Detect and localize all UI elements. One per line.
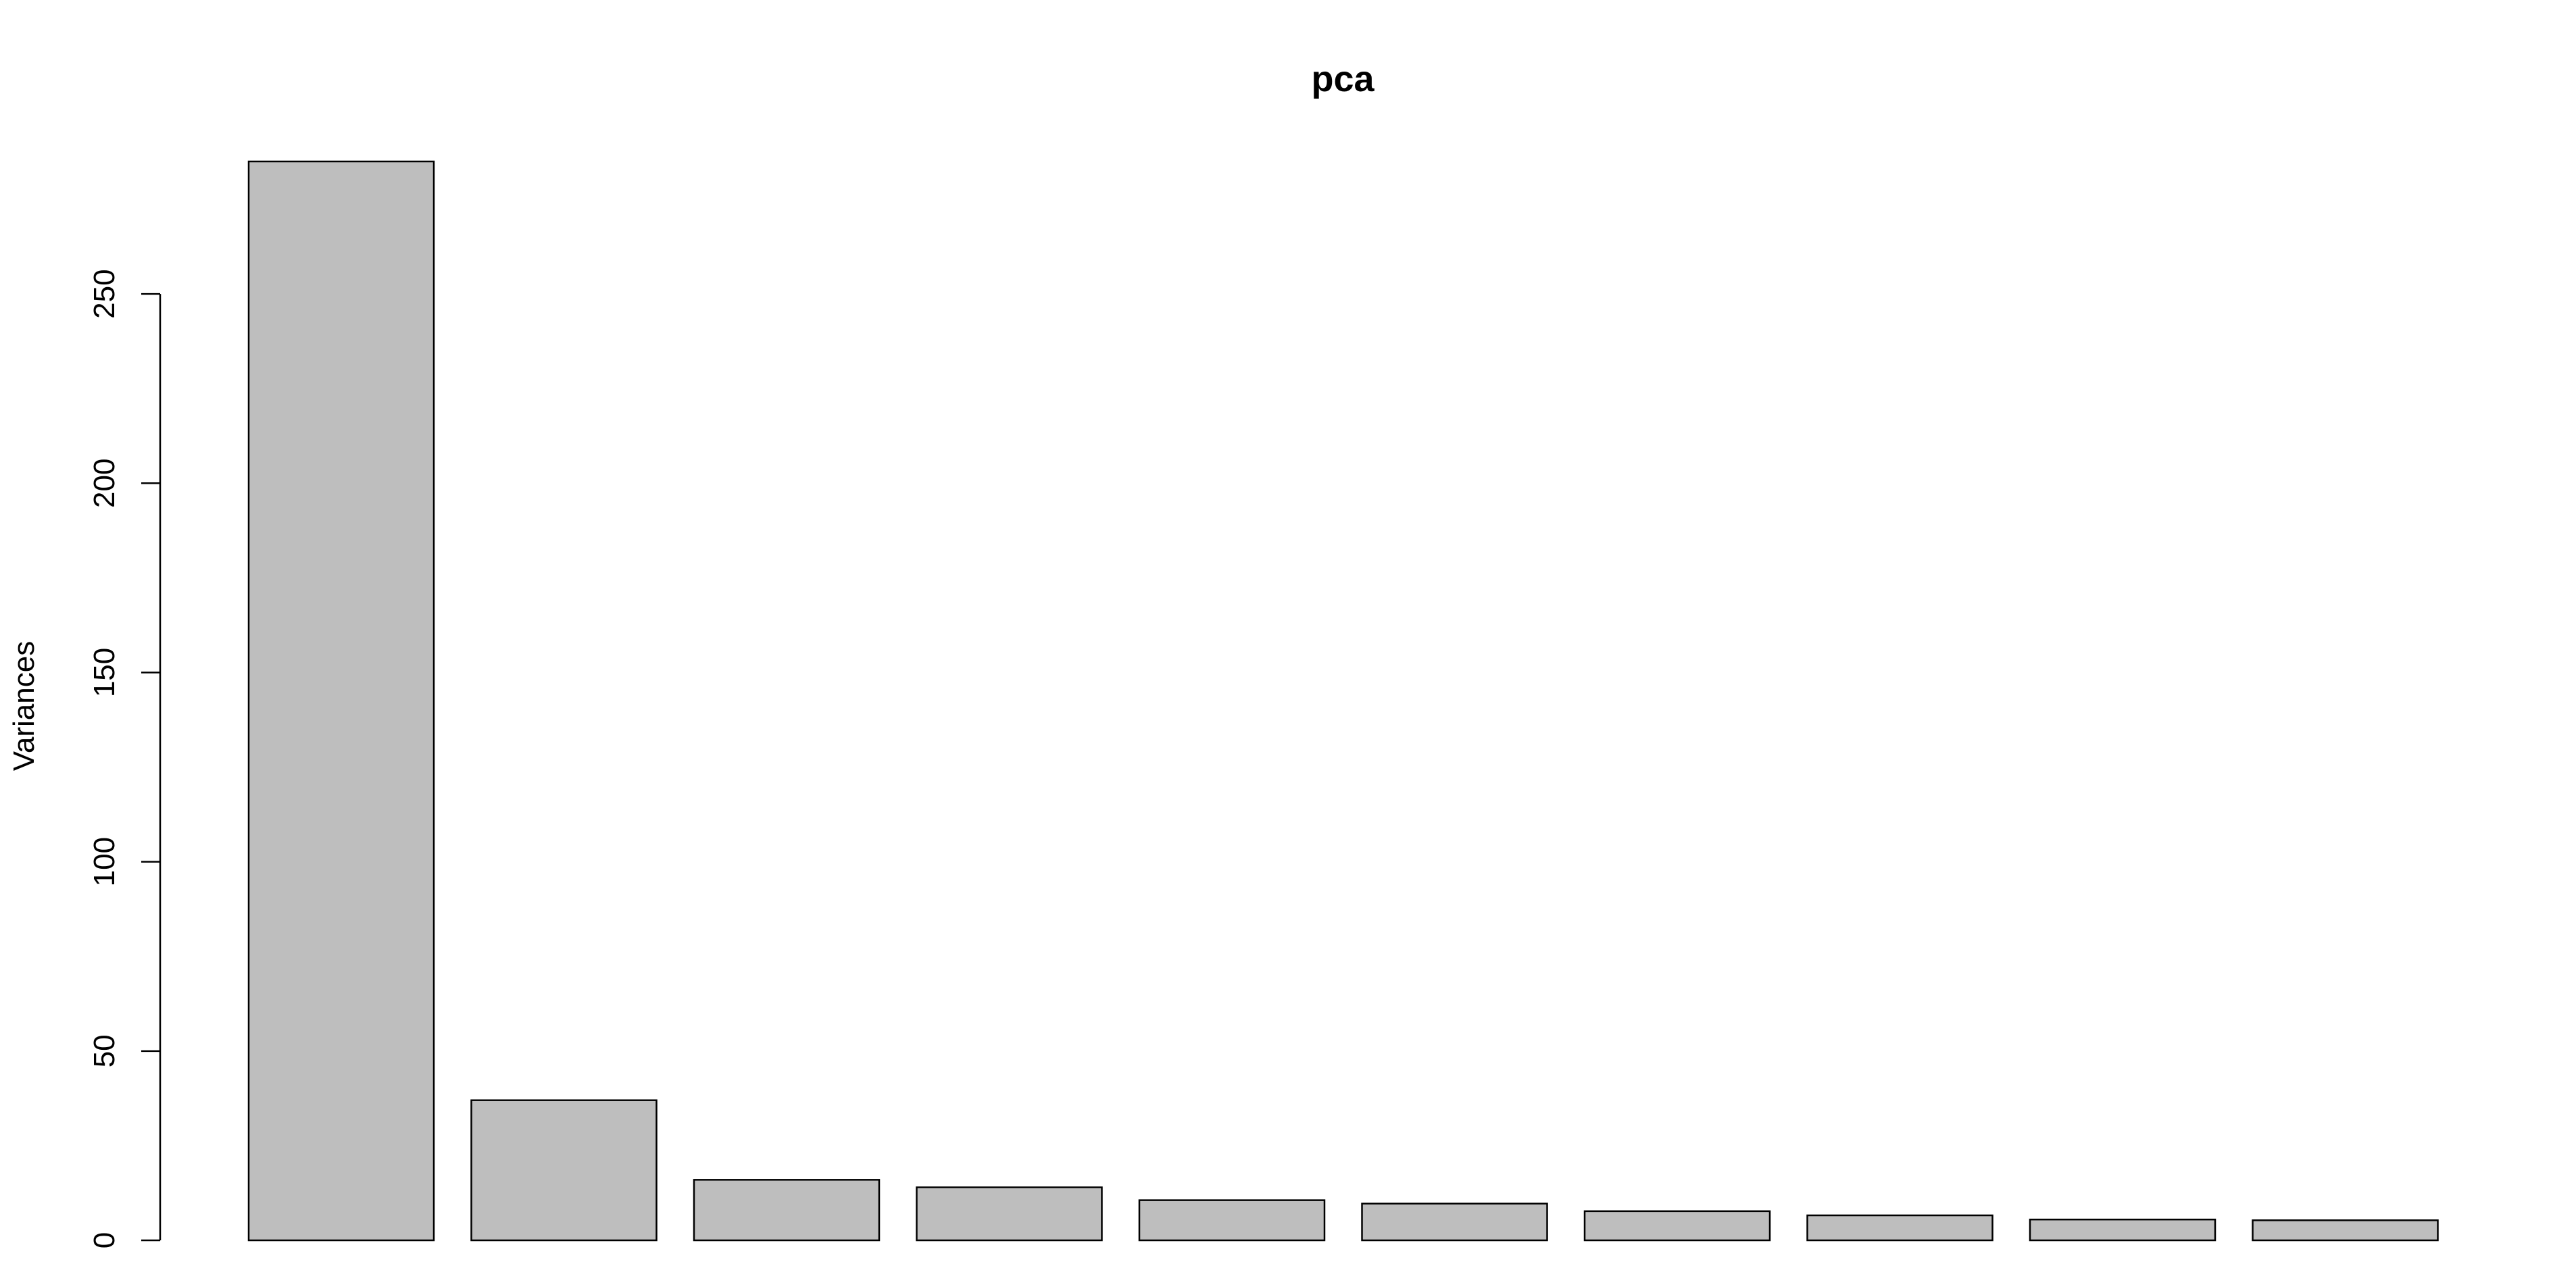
bar xyxy=(2029,1218,2216,1242)
y-tick-label: 50 xyxy=(88,1034,121,1067)
y-tick-label: 200 xyxy=(88,459,121,508)
bar xyxy=(1806,1214,1993,1242)
bar xyxy=(470,1099,658,1242)
bar xyxy=(1583,1210,1771,1242)
bar xyxy=(1138,1199,1326,1242)
bar xyxy=(693,1179,881,1242)
y-axis: 0 50 100 150 200 250 xyxy=(88,269,162,1248)
bar xyxy=(2252,1219,2439,1242)
bar xyxy=(916,1186,1103,1242)
bars-group xyxy=(247,160,2439,1242)
y-tick-label: 0 xyxy=(88,1232,121,1248)
chart-title: pca xyxy=(1311,59,1374,99)
y-tick-label: 150 xyxy=(88,648,121,697)
y-tick-label: 100 xyxy=(88,837,121,886)
bar xyxy=(1361,1202,1548,1242)
y-axis-label: Variances xyxy=(7,641,41,771)
bar xyxy=(247,160,435,1242)
y-tick-label: 250 xyxy=(88,269,121,318)
